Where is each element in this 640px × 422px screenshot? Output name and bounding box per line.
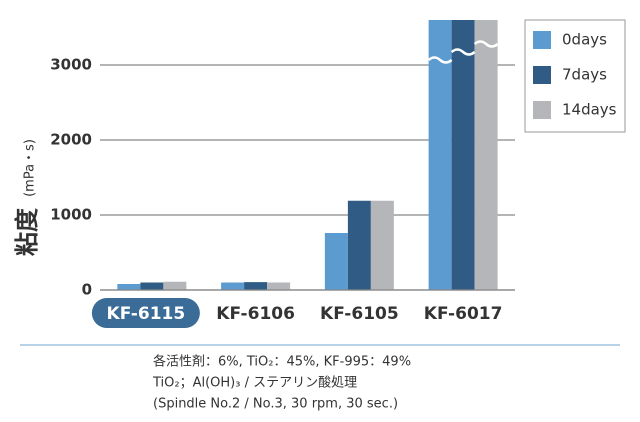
y-tick-label: 1000 xyxy=(50,206,92,224)
x-tick-label: KF-6017 xyxy=(424,304,503,324)
bar xyxy=(140,282,164,290)
legend-swatch xyxy=(533,31,551,49)
y-axis-label: 粘度 xyxy=(13,207,41,256)
bar xyxy=(267,282,291,290)
y-tick-label: 2000 xyxy=(50,131,92,149)
bar xyxy=(117,284,141,290)
bar xyxy=(474,20,498,290)
x-tick-label: KF-6115 xyxy=(107,304,186,324)
bar xyxy=(163,281,187,290)
note: (Spindle No.2 / No.3, 30 rpm, 30 sec.) xyxy=(153,397,398,412)
note: TiO₂；Al(OH)₃ / ステアリン酸処理 xyxy=(152,376,357,391)
category-highlight xyxy=(91,298,200,328)
legend-swatch xyxy=(533,101,551,119)
break-mark xyxy=(427,56,453,64)
y-axis-unit: (mPa・s) xyxy=(23,139,38,197)
break-mark xyxy=(450,48,476,56)
bar xyxy=(370,200,394,290)
legend-label: 0days xyxy=(562,31,607,49)
bar xyxy=(244,282,268,290)
x-tick-label: KF-6105 xyxy=(320,304,399,324)
bar xyxy=(428,20,452,290)
y-tick-label: 0 xyxy=(82,281,92,299)
break-mark xyxy=(473,40,499,48)
legend-swatch xyxy=(533,66,551,84)
bar xyxy=(451,20,475,290)
bar xyxy=(347,200,371,290)
legend-label: 7days xyxy=(562,66,607,84)
bar xyxy=(221,282,245,290)
legend-label: 14days xyxy=(562,101,617,119)
y-tick-label: 3000 xyxy=(50,56,92,74)
note: 各活性剤：6%, TiO₂：45%, KF-995：49% xyxy=(153,354,411,370)
bar xyxy=(324,233,348,290)
x-tick-label: KF-6106 xyxy=(216,304,295,324)
